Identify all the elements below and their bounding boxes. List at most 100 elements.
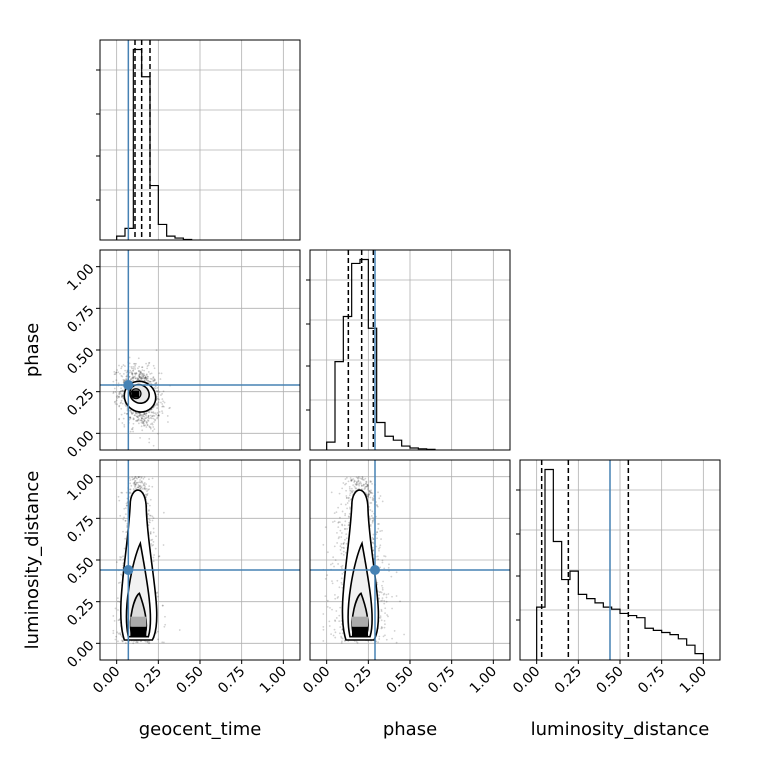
- sample-point: [156, 402, 158, 405]
- sample-point: [133, 477, 136, 480]
- sample-point: [376, 505, 379, 508]
- sample-point: [355, 476, 358, 479]
- sample-point: [162, 544, 165, 546]
- sample-point: [145, 376, 147, 379]
- sample-point: [124, 454, 126, 456]
- sample-point: [144, 640, 147, 643]
- sample-point: [137, 367, 139, 370]
- sample-point: [139, 371, 141, 374]
- sample-point: [358, 483, 360, 486]
- sample-point: [137, 481, 140, 484]
- sample-point: [366, 488, 369, 491]
- sample-point: [158, 372, 161, 375]
- sample-point: [114, 402, 117, 405]
- sample-point: [347, 515, 350, 518]
- truth-marker: [123, 565, 134, 575]
- sample-point: [378, 549, 380, 552]
- sample-point: [366, 485, 369, 488]
- sample-point: [138, 375, 141, 378]
- sample-point: [148, 437, 151, 440]
- sample-point: [134, 372, 137, 375]
- sample-point: [369, 502, 372, 504]
- sample-point: [368, 490, 371, 493]
- sample-point: [138, 484, 141, 487]
- sample-point: [144, 488, 147, 491]
- sample-point: [117, 382, 120, 385]
- sample-point: [114, 373, 117, 375]
- sample-point: [155, 389, 158, 392]
- sample-point: [322, 628, 325, 631]
- sample-point: [376, 503, 378, 506]
- density-peak: [130, 626, 147, 637]
- sample-point: [349, 479, 352, 481]
- sample-point: [115, 395, 118, 398]
- sample-point: [132, 412, 135, 414]
- sample-point: [348, 500, 350, 502]
- sample-point: [131, 376, 134, 379]
- sample-point: [371, 497, 374, 499]
- sample-point: [383, 555, 385, 557]
- sample-point: [134, 452, 136, 454]
- x-tick-label: 0.75: [215, 664, 248, 697]
- sample-point: [332, 634, 335, 637]
- sample-point: [125, 371, 128, 374]
- sample-point: [143, 487, 146, 490]
- sample-point: [141, 429, 144, 432]
- sample-point: [143, 419, 146, 422]
- sample-point: [140, 477, 143, 479]
- sample-point: [150, 417, 153, 420]
- sample-point: [113, 370, 116, 373]
- sample-point: [345, 542, 348, 545]
- sample-point: [120, 556, 123, 559]
- sample-point: [119, 558, 122, 561]
- sample-point: [141, 366, 144, 369]
- sample-point: [340, 503, 343, 506]
- sample-point: [367, 495, 369, 497]
- sample-point: [334, 559, 337, 562]
- sample-point: [125, 375, 128, 378]
- sample-point: [370, 489, 372, 492]
- sample-point: [146, 367, 149, 370]
- sample-point: [132, 482, 135, 485]
- scatter-phase-luminosity_distance: 0.00 0.25 0.50 0.75 1.00: [300, 459, 511, 697]
- sample-point: [113, 619, 116, 622]
- sample-point: [388, 563, 390, 566]
- sample-point: [384, 623, 386, 626]
- sample-point: [340, 532, 343, 534]
- sample-point: [361, 476, 364, 479]
- sample-point: [334, 631, 337, 634]
- sample-point: [160, 372, 163, 375]
- sample-point: [369, 525, 372, 528]
- sample-point: [378, 597, 380, 600]
- sample-point: [381, 588, 384, 591]
- sample-point: [149, 414, 152, 417]
- sample-point: [123, 412, 126, 415]
- sample-point: [155, 413, 158, 416]
- sample-point: [123, 424, 126, 426]
- sample-point: [138, 370, 141, 372]
- x-axis-label: luminosity_distance: [531, 719, 710, 740]
- sample-point: [138, 412, 141, 415]
- sample-point: [146, 493, 148, 496]
- sample-point: [371, 510, 374, 513]
- y-tick-label: 0.00: [64, 428, 97, 461]
- sample-point: [143, 425, 146, 427]
- sample-point: [158, 555, 161, 557]
- sample-point: [115, 371, 118, 374]
- sample-point: [345, 537, 348, 540]
- sample-point: [328, 620, 331, 623]
- sample-point: [393, 630, 396, 632]
- sample-point: [354, 487, 357, 489]
- sample-point: [136, 641, 139, 644]
- sample-point: [129, 409, 132, 412]
- sample-point: [168, 407, 171, 410]
- sample-point: [156, 417, 158, 420]
- sample-point: [122, 378, 125, 381]
- sample-point: [162, 400, 165, 403]
- sample-point: [344, 503, 347, 506]
- sample-point: [371, 482, 373, 485]
- sample-point: [357, 479, 360, 482]
- sample-point: [161, 392, 164, 395]
- sample-point: [151, 485, 154, 488]
- sample-point: [134, 364, 137, 367]
